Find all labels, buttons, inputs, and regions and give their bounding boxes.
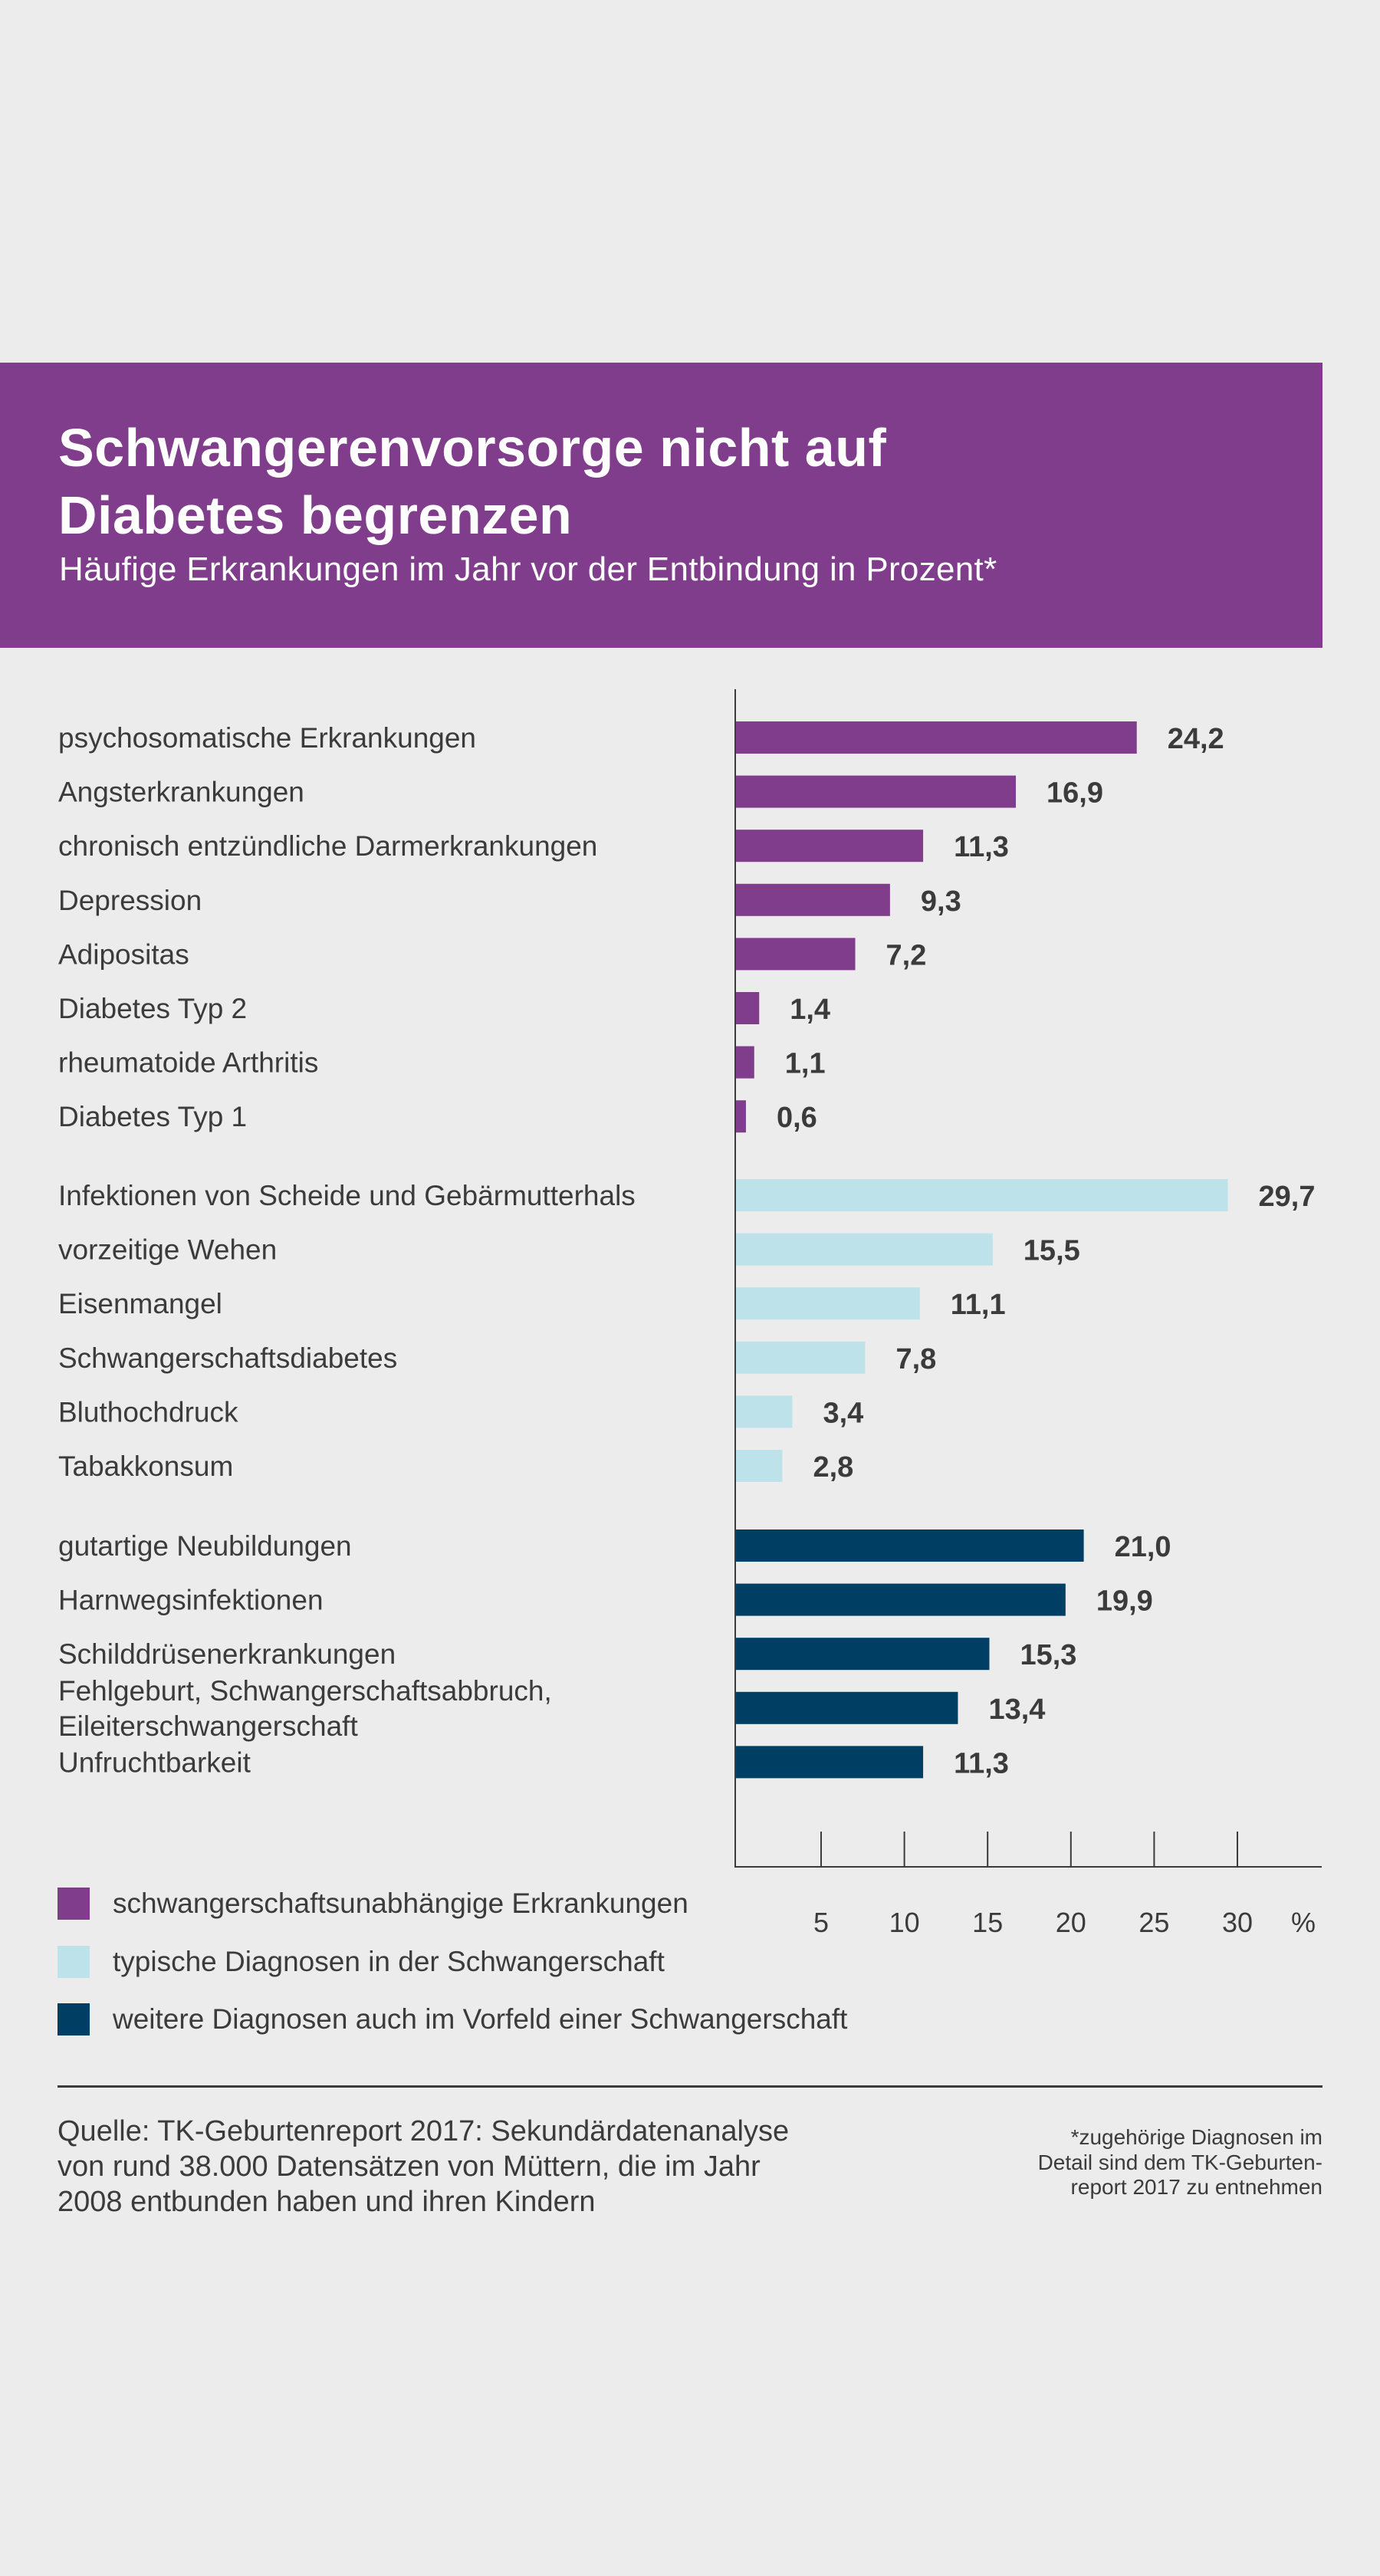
category-label: Eisenmangel <box>58 1288 222 1319</box>
bar-fehlgeburt-schwangerschaftsabbruch-eileiterschwangerschaft <box>736 1691 958 1724</box>
value-label: 13,4 <box>988 1694 1045 1726</box>
value-label: 15,3 <box>1020 1639 1076 1671</box>
bar-diabetes-typ-2 <box>736 992 760 1024</box>
bar-angsterkrankungen <box>736 775 1017 808</box>
value-label: 9,3 <box>921 886 961 918</box>
value-label: 11,1 <box>951 1289 1006 1321</box>
category-label: Depression <box>58 885 202 916</box>
value-label: 1,4 <box>790 994 830 1026</box>
footnote-line: Detail sind dem TK-Geburten- <box>1037 2150 1322 2174</box>
category-label: vorzeitige Wehen <box>58 1234 277 1266</box>
value-label: 19,9 <box>1096 1585 1153 1618</box>
value-label: 16,9 <box>1046 777 1103 810</box>
footnote: *zugehörige Diagnosen im Detail sind dem… <box>1038 2125 1322 2200</box>
bar-infektionen-von-scheide-und-gebärmutterhals <box>736 1179 1228 1211</box>
legend-swatch-purple <box>58 1888 90 1920</box>
footnote-line: *zugehörige Diagnosen im <box>1070 2125 1322 2149</box>
source-note: Quelle: TK-Geburtenreport 2017: Sekundär… <box>58 2114 901 2220</box>
source-line: Quelle: TK-Geburtenreport 2017: Sekundär… <box>58 2115 790 2147</box>
category-label: chronisch entzündliche Darmerkrankungen <box>58 830 597 862</box>
x-tick-label: 30 <box>1222 1907 1253 1938</box>
bar-vorzeitige-wehen <box>736 1233 993 1266</box>
source-line: 2008 entbunden haben und ihren Kindern <box>58 2186 596 2218</box>
legend-swatch-dark-blue <box>58 2003 90 2036</box>
category-label: Harnwegsinfektionen <box>58 1585 324 1616</box>
bar-rheumatoide-arthritis <box>736 1046 754 1079</box>
category-label: Fehlgeburt, Schwangerschaftsabbruch, <box>58 1675 552 1707</box>
value-label: 24,2 <box>1168 723 1224 755</box>
bar-schilddrüsenerkrankungen <box>736 1638 990 1671</box>
bar-schwangerschaftsdiabetes <box>736 1341 866 1374</box>
value-label: 0,6 <box>777 1102 817 1134</box>
source-line: von rund 38.000 Datensätzen von Müttern,… <box>58 2150 761 2183</box>
footnote-line: report 2017 zu entnehmen <box>1070 2175 1322 2199</box>
category-label: gutartige Neubildungen <box>58 1530 352 1562</box>
footer-divider <box>58 2085 1322 2088</box>
bar-depression <box>736 883 890 916</box>
category-label: Schwangerschaftsdiabetes <box>58 1342 397 1374</box>
bar-chronisch-entzündliche-darmerkrankungen <box>736 830 924 863</box>
category-label: Adipositas <box>58 938 189 970</box>
category-label: Schilddrüsenerkrankungen <box>58 1638 396 1670</box>
chart-subtitle: Häufige Erkrankungen im Jahr vor der Ent… <box>59 550 997 588</box>
x-axis-unit-label: % <box>1291 1907 1316 1938</box>
value-label: 21,0 <box>1115 1531 1171 1563</box>
x-tick-label: 10 <box>889 1907 920 1938</box>
header-banner <box>0 363 1322 648</box>
category-label: Infektionen von Scheide und Gebärmutterh… <box>58 1180 636 1211</box>
category-label: Diabetes Typ 1 <box>58 1101 247 1132</box>
bar-gutartige-neubildungen <box>736 1530 1084 1562</box>
x-tick-label: 25 <box>1138 1907 1169 1938</box>
x-axis: 5 10 15 20 25 30% <box>734 689 1322 1938</box>
bar-psychosomatische-erkrankungen <box>736 721 1137 754</box>
x-tick-label: 15 <box>972 1907 1003 1938</box>
legend-swatch-light-blue <box>58 1945 90 1978</box>
bar-tabakkonsum <box>736 1450 783 1482</box>
legend-label: schwangerschaftsunabhängige Erkrankungen <box>113 1888 688 1919</box>
x-tick-label: 5 <box>813 1907 829 1938</box>
value-label: 29,7 <box>1259 1181 1316 1213</box>
bar-unfruchtbarkeit <box>736 1746 924 1779</box>
value-label: 7,8 <box>895 1343 936 1375</box>
bar-adipositas <box>736 938 856 971</box>
category-label: Eileiterschwangerschaft <box>58 1710 358 1742</box>
value-label: 2,8 <box>813 1451 853 1484</box>
category-label: psychosomatische Erkrankungen <box>58 722 476 754</box>
value-label: 7,2 <box>886 939 927 971</box>
value-label: 3,4 <box>823 1397 863 1429</box>
category-label: Bluthochdruck <box>58 1396 238 1428</box>
bar-eisenmangel <box>736 1287 920 1320</box>
legend-label: weitere Diagnosen auch im Vorfeld einer … <box>113 2003 848 2035</box>
category-label: Angsterkrankungen <box>58 777 304 808</box>
bar-harnwegsinfektionen <box>736 1583 1066 1616</box>
bars-layer: 24,2 psychosomatische Erkrankungen 16,9 Ang… <box>58 721 1315 1779</box>
chart-title: Schwangerenvorsorge nicht auf Diabetes b… <box>58 414 1285 549</box>
legend-label: typische Diagnosen in der Schwangerschaf… <box>113 1945 665 1977</box>
chart-title-line-1: Schwangerenvorsorge nicht auf <box>58 418 887 478</box>
chart-title-line-2: Diabetes begrenzen <box>58 485 573 545</box>
category-label: Diabetes Typ 2 <box>58 993 247 1024</box>
value-label: 11,3 <box>954 831 1009 863</box>
bar-diabetes-typ-1 <box>736 1100 746 1133</box>
value-label: 15,5 <box>1024 1235 1080 1267</box>
category-label: Tabakkonsum <box>58 1451 233 1482</box>
value-label: 11,3 <box>954 1747 1009 1779</box>
bar-bluthochdruck <box>736 1395 793 1428</box>
x-tick-label: 20 <box>1056 1907 1086 1938</box>
category-label: rheumatoide Arthritis <box>58 1047 318 1079</box>
category-label: Unfruchtbarkeit <box>58 1746 251 1778</box>
value-label: 1,1 <box>785 1048 826 1080</box>
